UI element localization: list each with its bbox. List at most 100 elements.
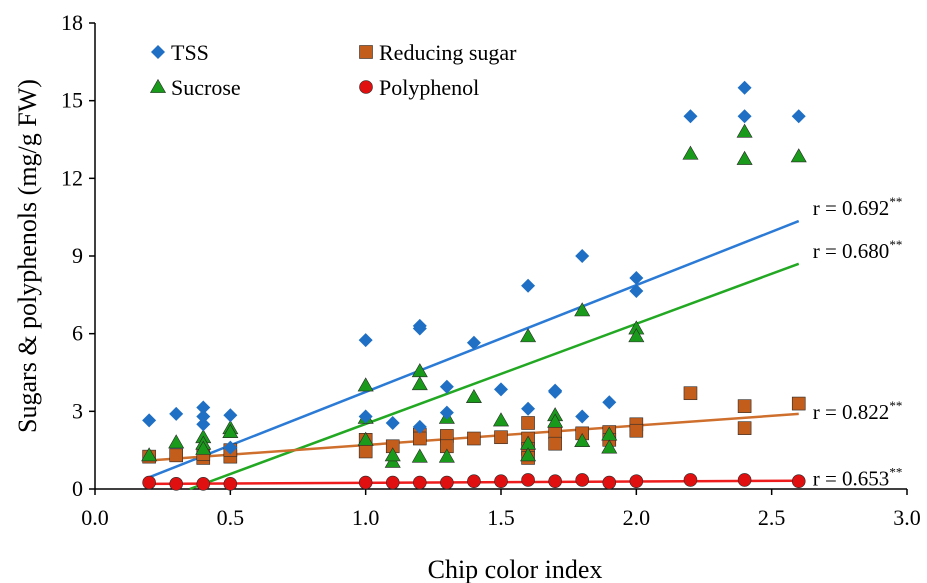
tss-point bbox=[358, 409, 373, 424]
sucrose-point bbox=[168, 434, 185, 449]
sucrose-point bbox=[682, 145, 699, 160]
sucrose-point bbox=[736, 123, 753, 138]
tss-point bbox=[575, 409, 590, 424]
tss-point bbox=[169, 406, 184, 421]
reducing-sugar-point bbox=[737, 421, 752, 435]
y-axis-label: Sugars & polyphenols (mg/g FW) bbox=[13, 79, 42, 433]
tss-r-label: r = 0.692** bbox=[813, 194, 903, 220]
tss-point bbox=[412, 321, 427, 336]
x-tick-label: 0.5 bbox=[217, 505, 245, 530]
sucrose-r-value: r = 0.680 bbox=[813, 239, 890, 263]
polyphenol-point bbox=[521, 473, 535, 487]
polyphenol-point bbox=[169, 477, 183, 491]
x-tick-label: 2.0 bbox=[623, 505, 651, 530]
x-tick-label: 3.0 bbox=[893, 505, 921, 530]
sucrose-point bbox=[574, 433, 591, 448]
sucrose-point bbox=[141, 447, 158, 462]
polyphenol-point bbox=[223, 477, 238, 491]
legend-sucrose-label: Sucrose bbox=[171, 75, 241, 100]
tss-point bbox=[791, 109, 806, 124]
legend: TSS Sucrose Reducing sugar Polyphenol bbox=[149, 40, 517, 100]
polyphenol-r-label: r = 0.653** bbox=[813, 465, 903, 491]
tss-point bbox=[683, 109, 698, 124]
polyphenol-point bbox=[385, 475, 400, 490]
reducing-sugar-point bbox=[467, 431, 481, 446]
polyphenol-point bbox=[791, 474, 806, 489]
tss-point bbox=[737, 109, 752, 124]
tss-point bbox=[737, 80, 752, 95]
reducing-sugar-r-label: r = 0.822** bbox=[813, 398, 903, 424]
x-tick-label: 1.0 bbox=[352, 505, 380, 530]
x-axis-label: Chip color index bbox=[428, 555, 603, 583]
tss-point bbox=[196, 417, 211, 432]
reducing-sugar-point bbox=[494, 430, 508, 445]
polyphenol-point bbox=[602, 475, 617, 490]
legend-reducing-sugar-label: Reducing sugar bbox=[379, 40, 517, 65]
sucrose-point bbox=[628, 328, 645, 343]
y-tick-label: 12 bbox=[61, 165, 83, 190]
y-tick-label: 3 bbox=[72, 398, 83, 423]
reducing-sugar-r-significance: ** bbox=[889, 398, 902, 413]
sucrose-point bbox=[357, 431, 374, 446]
sucrose-point bbox=[222, 423, 239, 438]
legend-polyphenol-marker bbox=[359, 80, 373, 94]
sucrose-point bbox=[411, 376, 428, 391]
sucrose-trend-line bbox=[189, 262, 800, 491]
polyphenol-point bbox=[548, 474, 562, 489]
sucrose-point bbox=[357, 377, 374, 392]
sucrose-point bbox=[438, 448, 455, 463]
tss-point bbox=[494, 382, 508, 397]
tss-point bbox=[142, 413, 157, 428]
tss-r-value: r = 0.692 bbox=[813, 196, 890, 220]
polyphenol-point bbox=[196, 477, 211, 491]
reducing-sugar-point bbox=[412, 431, 427, 446]
reducing-sugar-point bbox=[629, 423, 644, 438]
y-tick-label: 9 bbox=[72, 243, 83, 268]
reducing-sugar-point bbox=[548, 436, 562, 451]
sucrose-r-significance: ** bbox=[889, 237, 902, 252]
sucrose-r-label: r = 0.680** bbox=[813, 237, 903, 263]
sucrose-point bbox=[411, 448, 428, 463]
x-tick-label: 1.5 bbox=[487, 505, 515, 530]
tss-point bbox=[521, 278, 536, 293]
reducing-sugar-point bbox=[521, 416, 535, 430]
sucrose-point bbox=[195, 440, 212, 455]
tss-point bbox=[412, 419, 427, 434]
tss-point bbox=[223, 440, 238, 455]
polyphenol-r-value: r = 0.653 bbox=[813, 467, 890, 491]
reducing-sugar-point bbox=[358, 444, 373, 459]
sucrose-point bbox=[520, 328, 537, 343]
tss-point bbox=[466, 335, 481, 350]
polyphenol-point bbox=[494, 474, 508, 489]
tss-point bbox=[575, 249, 590, 263]
reducing-sugar-point bbox=[791, 396, 806, 411]
legend-sucrose-marker bbox=[149, 78, 167, 93]
legend-tss-marker bbox=[151, 45, 165, 59]
legend-reducing-sugar-marker bbox=[359, 45, 373, 59]
reducing-sugar-point bbox=[737, 399, 752, 413]
y-tick-label: 0 bbox=[72, 476, 83, 501]
legend-tss-label: TSS bbox=[171, 40, 209, 65]
sucrose-point bbox=[492, 412, 510, 427]
tss-r-significance: ** bbox=[889, 194, 902, 209]
sucrose-point bbox=[520, 447, 537, 462]
data-points bbox=[141, 80, 807, 491]
y-tick-label: 6 bbox=[72, 321, 83, 346]
polyphenol-point bbox=[467, 474, 481, 489]
tss-point bbox=[629, 283, 644, 298]
legend-polyphenol-label: Polyphenol bbox=[379, 75, 479, 100]
tss-point bbox=[196, 409, 211, 424]
sucrose-point bbox=[465, 388, 482, 404]
polyphenol-point bbox=[440, 475, 454, 490]
sucrose-point bbox=[790, 148, 807, 163]
polyphenol-r-significance: ** bbox=[889, 465, 902, 480]
sucrose-point bbox=[736, 150, 753, 165]
reducing-sugar-point bbox=[683, 386, 698, 401]
tss-point bbox=[223, 408, 238, 423]
polyphenol-point bbox=[412, 475, 427, 490]
polyphenol-point bbox=[142, 475, 156, 490]
sucrose-point bbox=[574, 302, 591, 317]
trend-lines bbox=[148, 219, 800, 491]
tss-point bbox=[196, 400, 211, 415]
